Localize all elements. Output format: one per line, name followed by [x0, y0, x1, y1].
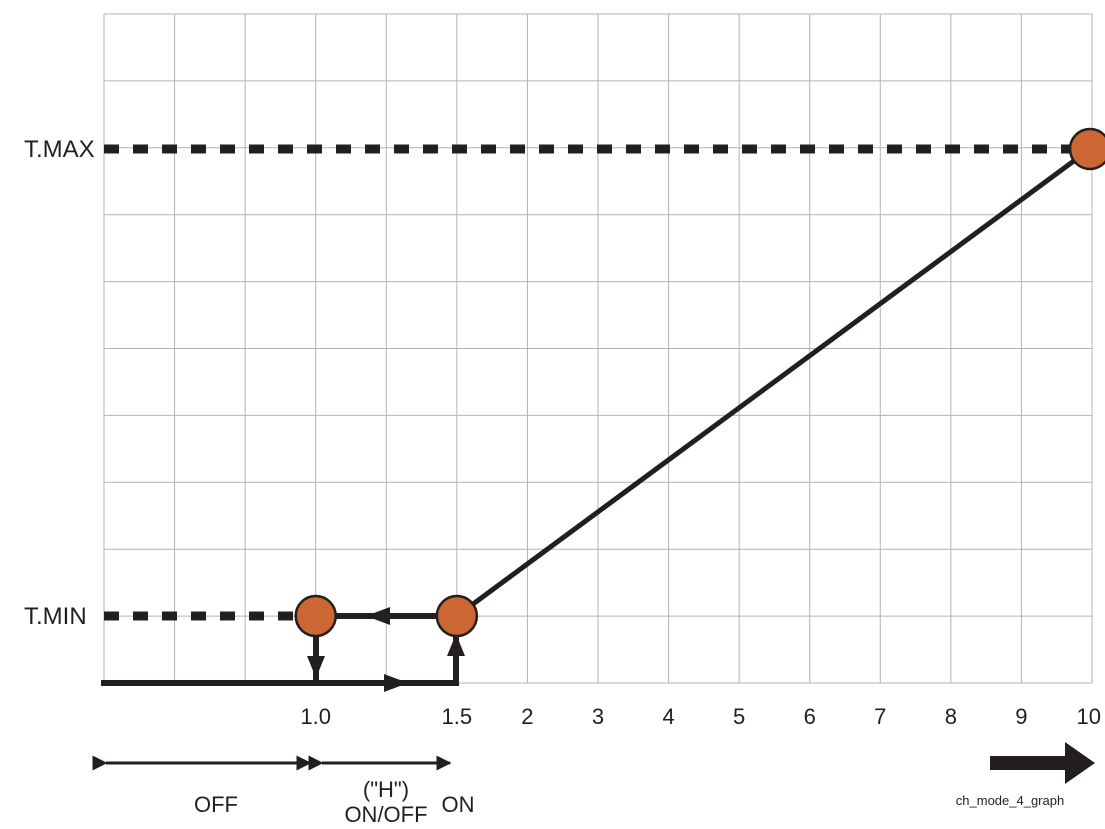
zone-label-off: OFF	[194, 792, 238, 817]
direction-arrow-icon	[990, 742, 1095, 784]
hysteresis-arrowheads	[307, 607, 465, 692]
on-up-arrowhead	[447, 634, 465, 656]
x-tick-label: 3	[592, 704, 604, 729]
x-tick-label: 10	[1077, 704, 1101, 729]
zone-label-on: ON	[442, 792, 475, 817]
data-point-marker	[435, 594, 479, 638]
x-ticks: 1.0 1.5 2 3 4 5 6 7 8 9 10	[300, 704, 1101, 729]
x-tick-label: 6	[804, 704, 816, 729]
x-tick-label: 2	[521, 704, 533, 729]
series-layer	[294, 127, 1105, 638]
x-tick-label: 9	[1015, 704, 1027, 729]
x-tick-label: 4	[662, 704, 674, 729]
x-tick-label: 7	[874, 704, 886, 729]
x-tick-label: 8	[945, 704, 957, 729]
grid	[103, 13, 1093, 684]
hysteresis-loop	[101, 613, 459, 686]
caption: ch_mode_4_graph	[956, 793, 1064, 808]
y-label-tmax: T.MAX	[24, 136, 95, 163]
x-tick-label: 1.5	[442, 704, 473, 729]
baseline-right-arrowhead	[384, 674, 408, 692]
y-label-tmin: T.MIN	[24, 603, 87, 630]
reference-dashes	[104, 144, 1078, 621]
series-line	[455, 146, 1092, 619]
off-down-arrowhead	[307, 656, 325, 678]
data-point-marker	[294, 594, 337, 638]
x-tick-label: 1.0	[300, 704, 331, 729]
x-tick-label: 5	[733, 704, 745, 729]
zone-label-h: ("H")	[363, 777, 409, 802]
zone-label-onoff: ON/OFF	[344, 802, 427, 827]
data-point-marker	[1068, 127, 1105, 171]
min-left-arrowhead	[366, 607, 390, 625]
